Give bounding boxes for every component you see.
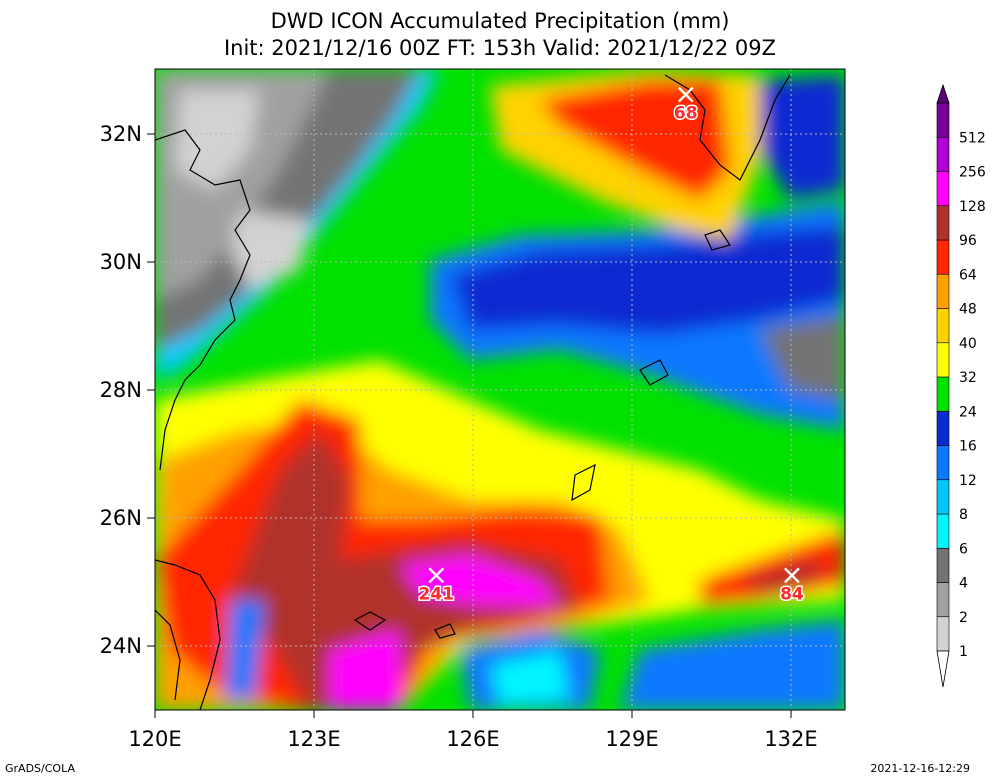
lon-label-120e: 120E [128, 727, 181, 751]
colorbar-swatch [936, 513, 950, 549]
lon-label-123e: 123E [287, 727, 340, 751]
colorbar-swatch [936, 376, 950, 412]
colorbar-level-label: 40 [959, 336, 977, 352]
colorbar-level-label: 4 [959, 576, 968, 592]
lat-label-24n: 24N [100, 634, 142, 658]
lat-label-32n: 32N [100, 122, 142, 146]
max-marker: 68 [672, 86, 699, 125]
colorbar-level-label: 1 [959, 644, 968, 660]
colorbar-swatch [936, 616, 950, 652]
grid-lines [155, 69, 845, 710]
colorbar-swatch [936, 582, 950, 618]
lat-label-30n: 30N [100, 250, 142, 274]
coastlines [155, 74, 791, 710]
footer-credit: GrADS/COLA [5, 762, 75, 775]
colorbar-level-label: 12 [959, 473, 977, 489]
max-marker: 241 [417, 567, 456, 606]
lon-label-126e: 126E [446, 727, 499, 751]
max-x-mark [784, 567, 800, 584]
colorbar-level-label: 48 [959, 302, 977, 318]
maxima-markers: 241 68 84 [417, 86, 805, 606]
colorbar-level-label: 32 [959, 370, 977, 386]
max-x-mark [677, 86, 694, 103]
map-subtitle: Init: 2021/12/16 00Z FT: 153h Valid: 202… [223, 36, 777, 60]
lon-label-129e: 129E [605, 727, 658, 751]
colorbar-swatch [936, 102, 950, 138]
colorbar-swatch [936, 547, 950, 583]
colorbar-level-label: 8 [959, 507, 968, 523]
colorbar-arrow-top [936, 83, 950, 104]
footer-timestamp: 2021-12-16-12:29 [870, 762, 970, 775]
colorbar-swatch [936, 239, 950, 275]
lon-label-132e: 132E [764, 727, 817, 751]
lat-label-26n: 26N [100, 506, 142, 530]
colorbar-swatch [936, 342, 950, 378]
colorbar-swatch [936, 445, 950, 481]
max-marker: 84 [779, 567, 805, 606]
colorbar-level-label: 256 [959, 165, 986, 181]
colorbar-swatch [936, 205, 950, 241]
colorbar-level-label: 24 [959, 404, 977, 420]
colorbar-swatch [936, 479, 950, 515]
colorbar-level-label: 6 [959, 541, 968, 557]
colorbar-swatch [936, 171, 950, 207]
colorbar-swatch [936, 308, 950, 344]
colorbar-level-label: 96 [959, 233, 977, 249]
precipitation-field [155, 69, 845, 710]
max-value-label: 68 [674, 104, 698, 124]
colorbar-swatch [936, 136, 950, 172]
colorbar-swatch [936, 273, 950, 309]
colorbar-level-label: 512 [959, 130, 986, 146]
colorbar-level-label: 128 [959, 199, 986, 215]
max-value-label: 84 [780, 584, 804, 604]
colorbar-level-label: 16 [959, 439, 977, 455]
colorbar-arrow-bottom [936, 650, 950, 688]
colorbar-swatch [936, 410, 950, 446]
max-value-label: 241 [419, 584, 455, 604]
lat-label-28n: 28N [100, 378, 142, 402]
colorbar-level-label: 2 [959, 610, 968, 626]
colorbar-level-label: 64 [959, 267, 977, 283]
map-title: DWD ICON Accumulated Precipitation (mm) [270, 9, 730, 33]
max-x-mark [428, 567, 445, 584]
